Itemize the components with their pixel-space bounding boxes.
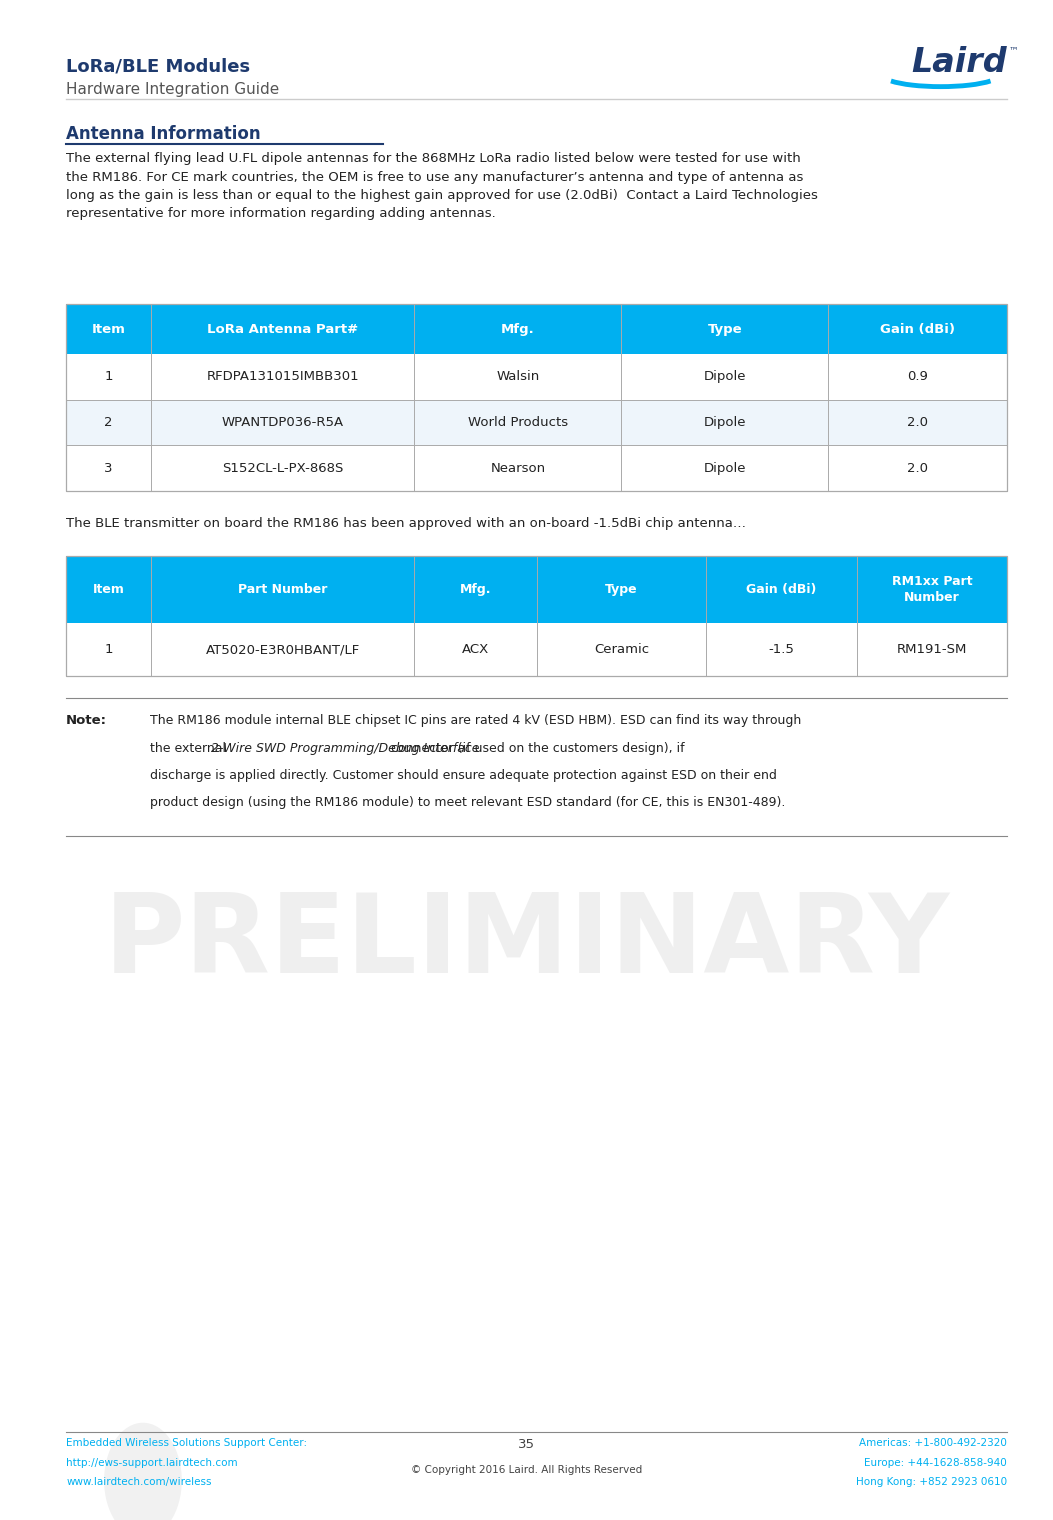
Text: Part Number: Part Number [238,584,327,596]
Text: Type: Type [605,584,638,596]
Text: connector (if used on the customers design), if: connector (if used on the customers desi… [388,742,686,755]
Text: Ceramic: Ceramic [594,643,649,657]
Bar [66,556,1008,676]
Bar [66,556,1008,623]
Text: ™: ™ [1009,46,1018,56]
Text: Dipole: Dipole [703,462,747,474]
Text: www.lairdtech.com/wireless: www.lairdtech.com/wireless [66,1477,212,1488]
Text: WPANTDP036-R5A: WPANTDP036-R5A [221,416,343,429]
Text: 1: 1 [104,643,113,657]
Text: Walsin: Walsin [496,371,539,383]
Text: Gain (dBi): Gain (dBi) [880,322,955,336]
Text: Item: Item [93,584,124,596]
Text: -1.5: -1.5 [769,643,794,657]
Text: The RM186 module internal BLE chipset IC pins are rated 4 kV (ESD HBM). ESD can : The RM186 module internal BLE chipset IC… [151,714,801,728]
Text: the external: the external [151,742,231,755]
Text: 2.0: 2.0 [908,462,929,474]
Text: RFDPA131015IMBB301: RFDPA131015IMBB301 [206,371,359,383]
Text: 3: 3 [104,462,113,474]
Text: product design (using the RM186 module) to meet relevant ESD standard (for CE, t: product design (using the RM186 module) … [151,796,786,810]
Text: Dipole: Dipole [703,371,747,383]
Text: Antenna Information: Antenna Information [66,125,261,143]
Text: Mfg.: Mfg. [460,584,492,596]
Text: © Copyright 2016 Laird. All Rights Reserved: © Copyright 2016 Laird. All Rights Reser… [411,1465,642,1476]
Text: discharge is applied directly. Customer should ensure adequate protection agains: discharge is applied directly. Customer … [151,769,777,783]
Text: 35: 35 [518,1438,535,1452]
Bar [66,623,1008,676]
Text: World Products: World Products [468,416,568,429]
Text: AT5020-E3R0HBANT/LF: AT5020-E3R0HBANT/LF [205,643,360,657]
Text: http://ews-support.lairdtech.com: http://ews-support.lairdtech.com [66,1458,238,1468]
Text: Mfg.: Mfg. [501,322,535,336]
Text: 2-Wire SWD Programming/Debug Interface: 2-Wire SWD Programming/Debug Interface [211,742,479,755]
Text: RM1xx Part
Number: RM1xx Part Number [892,575,972,605]
Text: Nearson: Nearson [491,462,545,474]
Text: 0.9: 0.9 [908,371,929,383]
Text: ACX: ACX [462,643,490,657]
Text: LoRa Antenna Part#: LoRa Antenna Part# [207,322,358,336]
Bar [66,354,1008,400]
Text: Dipole: Dipole [703,416,747,429]
Text: Embedded Wireless Solutions Support Center:: Embedded Wireless Solutions Support Cent… [66,1438,307,1449]
Bar [66,304,1008,354]
Text: S152CL-L-PX-868S: S152CL-L-PX-868S [222,462,343,474]
Text: Europe: +44-1628-858-940: Europe: +44-1628-858-940 [865,1458,1008,1468]
Bar [66,400,1008,445]
Circle shape [104,1423,182,1520]
Text: Hardware Integration Guide: Hardware Integration Guide [66,82,279,97]
Text: 1: 1 [104,371,113,383]
Text: The BLE transmitter on board the RM186 has been approved with an on-board -1.5dB: The BLE transmitter on board the RM186 h… [66,517,747,530]
Text: Type: Type [708,322,742,336]
Text: 2.0: 2.0 [908,416,929,429]
Text: The external flying lead U.FL dipole antennas for the 868MHz LoRa radio listed b: The external flying lead U.FL dipole ant… [66,152,818,220]
Text: Hong Kong: +852 2923 0610: Hong Kong: +852 2923 0610 [856,1477,1008,1488]
Text: Laird: Laird [912,46,1008,79]
Text: LoRa/BLE Modules: LoRa/BLE Modules [66,58,251,76]
Bar [66,304,1008,491]
Text: RM191-SM: RM191-SM [897,643,967,657]
Text: Americas: +1-800-492-2320: Americas: +1-800-492-2320 [859,1438,1008,1449]
Text: Gain (dBi): Gain (dBi) [747,584,816,596]
Text: PRELIMINARY: PRELIMINARY [103,889,950,996]
Text: 2: 2 [104,416,113,429]
Text: Note:: Note: [66,714,107,728]
Bar [66,445,1008,491]
Text: Item: Item [92,322,125,336]
